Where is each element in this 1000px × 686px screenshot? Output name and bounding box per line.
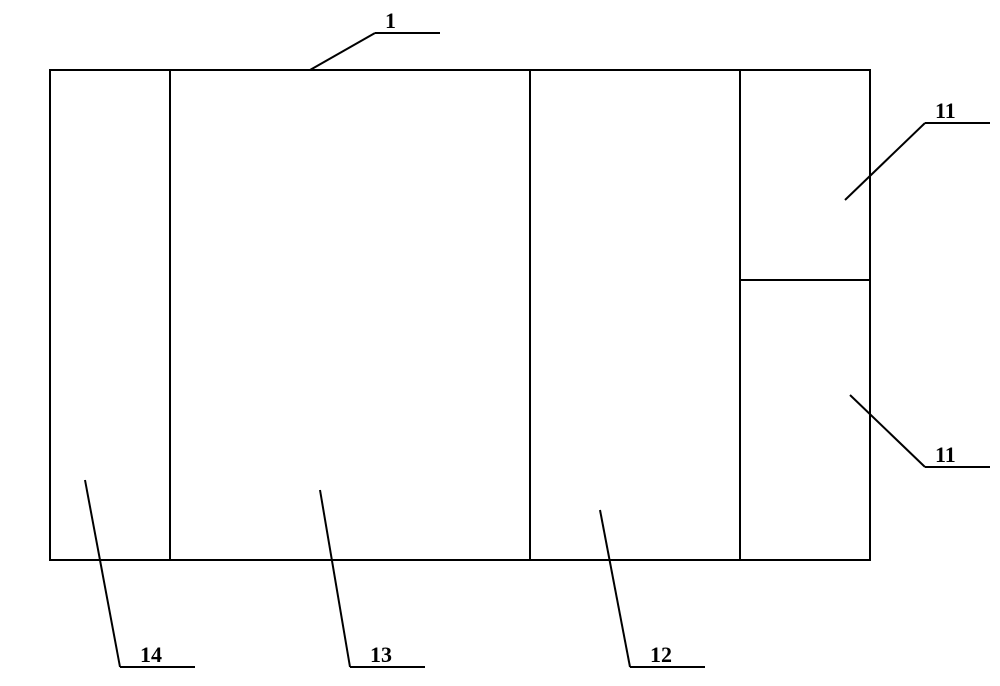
technical-diagram: 11111141312	[0, 0, 1000, 686]
label-right2: 11	[935, 442, 956, 467]
outer-box	[50, 70, 870, 560]
label-b12: 12	[650, 642, 672, 667]
leader-b14	[85, 480, 120, 667]
label-b14: 14	[140, 642, 162, 667]
label-top: 1	[385, 8, 396, 33]
label-b13: 13	[370, 642, 392, 667]
label-right1: 11	[935, 98, 956, 123]
leader-b12	[600, 510, 630, 667]
leader-top	[310, 33, 375, 70]
leader-b13	[320, 490, 350, 667]
leader-right2	[850, 395, 925, 467]
leader-right1	[845, 123, 925, 200]
